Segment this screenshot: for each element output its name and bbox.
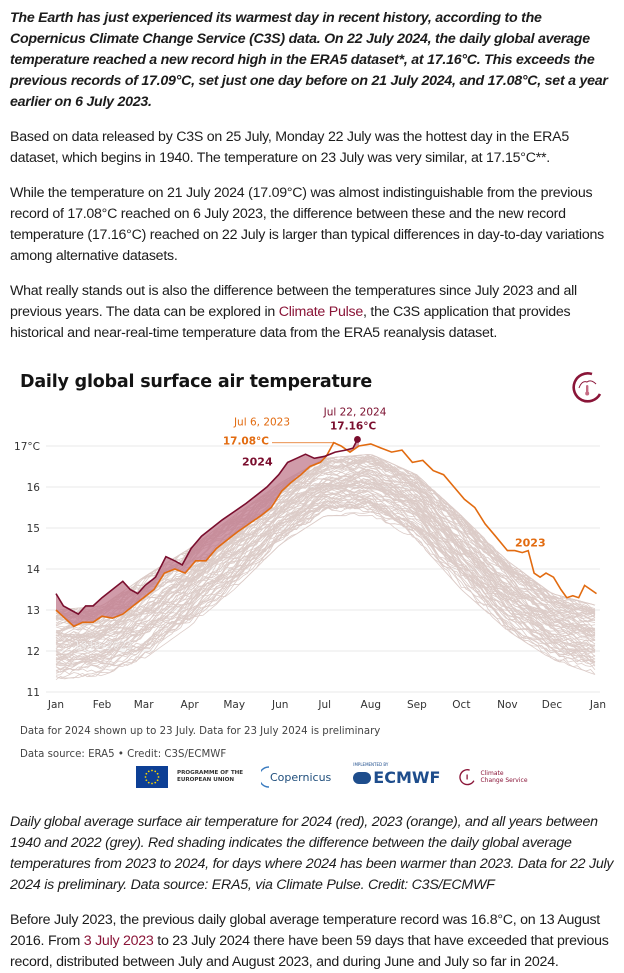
ecmwf-mark-icon [353,771,372,784]
c3s-logo-icon [459,769,475,786]
copernicus-arc-icon [261,765,270,788]
x-tick-label: Dec [542,699,563,711]
annotation-2023-value: 17.08°C [223,436,269,448]
logo-bar: PROGRAMME OF THE EUROPEAN UNION Copernic… [136,762,528,790]
ecmwf-label: ECMWF [373,767,441,787]
eu-flag-icon [136,766,168,788]
historic-year-line [55,513,596,681]
annotation-2024-date: Jul 22, 2024 [323,406,387,418]
eu-star [145,779,148,782]
record-point-marker [354,436,361,443]
annotation-2024-value: 17.16°C [330,420,376,432]
climate-pulse-link[interactable]: Climate Pulse [278,304,364,320]
historic-year-line [55,466,596,634]
x-tick-label: Feb [93,699,112,711]
eu-programme-label: PROGRAMME OF THE EUROPEAN UNION [177,770,244,783]
chart-title: Daily global surface air temperature [20,372,373,392]
climate-change-service-icon [572,372,602,403]
paragraph-1: Based on data released by C3S on 25 July… [10,129,569,166]
y-tick-label: 16 [27,482,41,494]
historic-year-line [55,484,596,650]
eu-star [147,781,150,784]
c3s-label-1: Climate [480,770,504,777]
y-tick-label: 14 [27,564,41,576]
historic-year-line [55,501,596,673]
historic-year-line [55,495,596,667]
historic-year-line [55,487,596,657]
ecmwf-implemented-by: IMPLEMENTED BY [353,761,389,767]
c3s-label-2: Change Service [480,777,528,784]
historic-label: 1940–2022 [74,640,133,652]
chart-figure: 11 12 13 14 15 16 17°C Jan Feb Mar Apr May Jun Jul Aug… [10,364,614,798]
temperature-chart: 11 12 13 14 15 16 17°C Jan Feb Mar Apr May Jun Jul Aug… [14,406,606,711]
lead-paragraph: The Earth has just experienced its warme… [10,10,608,110]
x-tick-label: Apr [181,699,200,711]
eu-star [151,782,153,785]
chart-note-source: Data source: ERA5 • Credit: C3S/ECMWF [20,749,227,760]
eu-star [154,781,157,784]
eu-star [156,772,159,775]
paragraph-3-text-a: What really stands out is also the diffe… [10,283,577,320]
x-tick-label: Jan [47,699,64,711]
y-tick-label: 12 [27,646,40,658]
y-tick-label: 15 [27,523,40,535]
series-2024-label: 2024 [242,456,273,469]
eu-star [156,779,159,782]
july-2023-link[interactable]: 3 July 2023 [83,933,154,949]
historic-year-line [55,498,596,670]
paragraph-4: Before July 2023, the previous daily glo… [10,910,614,973]
x-tick-label: Sep [407,699,427,711]
ecmwf-logo: IMPLEMENTED BY ECMWF [353,762,441,787]
series-2023-label: 2023 [515,536,546,549]
copernicus-label: Copernicus [270,770,332,784]
eu-star [157,776,160,778]
historic-year-line [55,482,596,648]
historic-year-line [55,484,596,649]
paragraph-3: What really stands out is also the diffe… [10,281,614,344]
historic-year-line [55,489,596,661]
chart-note-preliminary: Data for 2024 shown up to 23 July. Data … [20,726,381,737]
historic-year-line [55,454,596,616]
x-tick-label: Oct [452,699,470,711]
historic-year-line [55,477,596,637]
eu-star [151,769,153,772]
historic-series-group [55,454,596,681]
historic-year-line [55,478,596,639]
eu-star [144,776,147,778]
y-tick-label: 17°C [14,441,40,453]
paragraph-3-text-b: , the C3S application that provides hist… [10,304,571,341]
historic-year-line [55,501,596,679]
x-tick-label: Mar [134,699,154,711]
series-2023-line [55,441,597,628]
eu-star [154,770,157,773]
historic-year-line [55,475,596,642]
x-tick-label: Nov [497,699,518,711]
copernicus-logo: Copernicus [261,765,332,788]
eu-star [147,770,150,773]
c3s-logo: Climate Change Service [458,768,528,786]
annotation-2023-date: Jul 6, 2023 [233,417,290,429]
historic-year-line [55,496,596,663]
paragraph-2: While the temperature on 21 July 2024 (1… [10,185,604,264]
x-tick-label: Jul [317,699,331,711]
x-tick-label: May [223,699,245,711]
x-tick-label: Jun [271,699,288,711]
y-tick-label: 13 [27,605,40,617]
historic-year-line [55,469,596,635]
eu-star [145,772,148,775]
x-tick-label: Aug [361,699,382,711]
series-2024-line [55,438,360,616]
historic-year-line [55,465,596,632]
x-tick-label: Jan [589,699,606,711]
historic-year-line [55,490,596,656]
warmer-2024-shading [56,439,359,627]
figure-caption: Daily global average surface air tempera… [10,814,614,893]
y-tick-label: 11 [27,687,40,699]
